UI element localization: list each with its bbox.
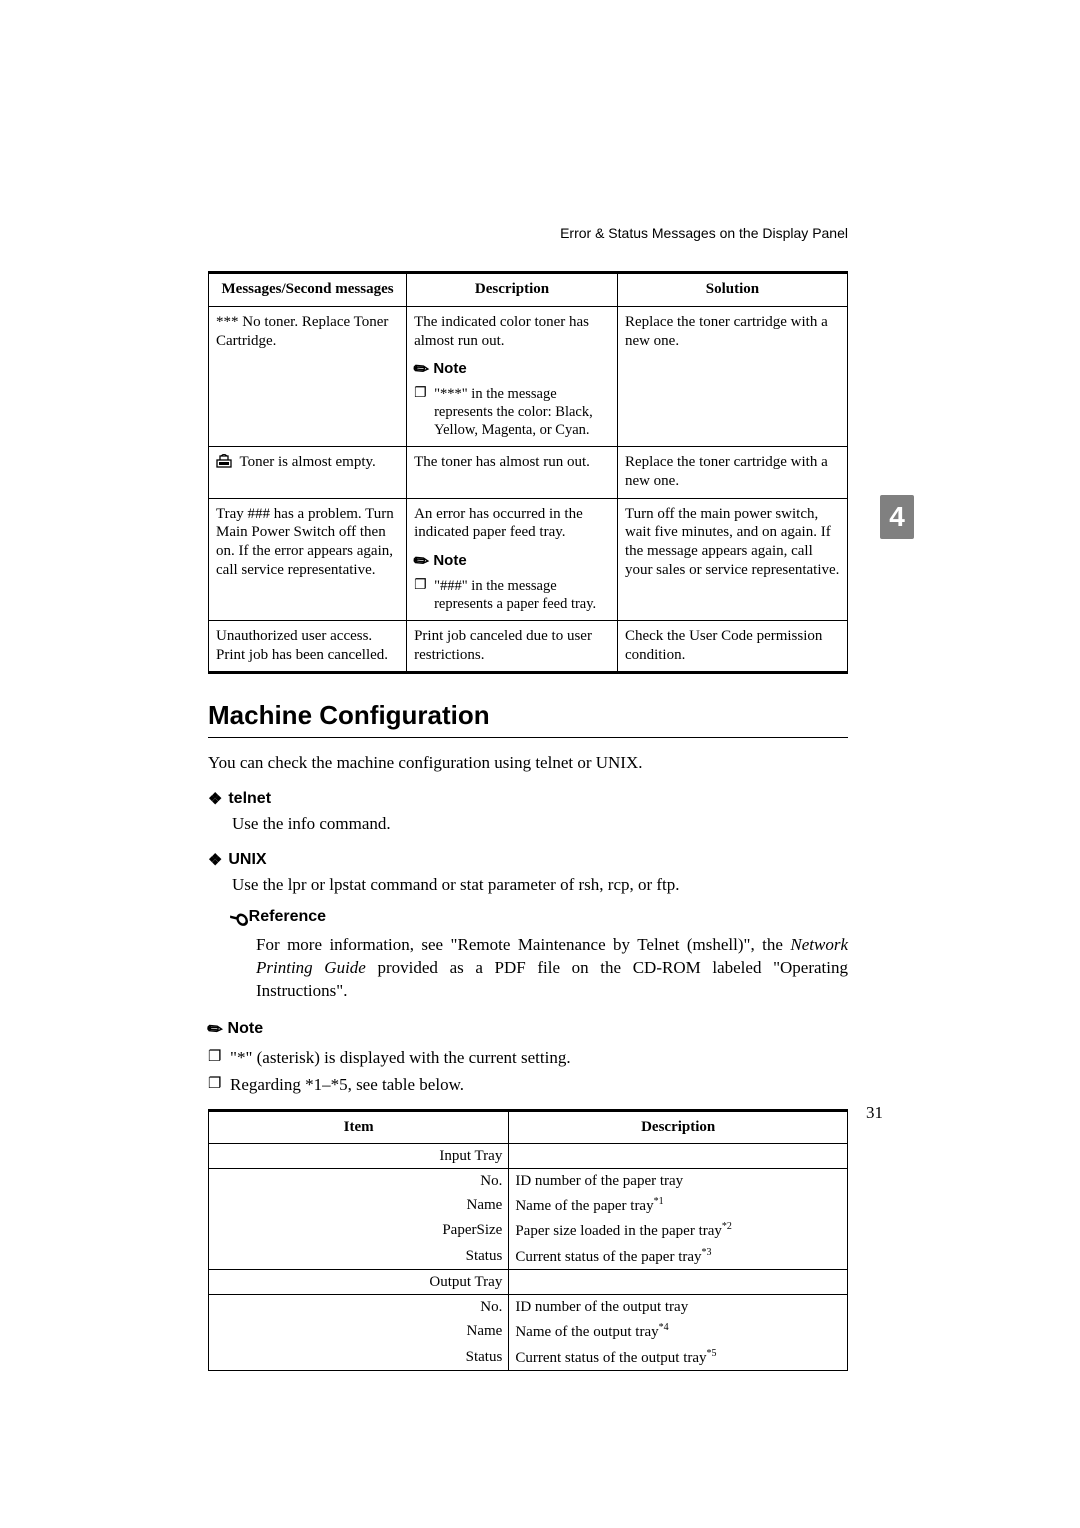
desc-cell: Name of the output tray*4 <box>509 1319 848 1344</box>
table-row: No.ID number of the paper tray <box>209 1168 848 1193</box>
sol-cell: Check the User Code permission condition… <box>617 620 847 673</box>
desc-cell: Current status of the paper tray*3 <box>509 1244 848 1270</box>
desc-cell: Print job canceled due to user restricti… <box>407 620 618 673</box>
footnote-ref: *1 <box>654 1196 664 1207</box>
th-description: Description <box>407 273 618 307</box>
note-label: Note <box>433 552 466 569</box>
reference-body: For more information, see "Remote Mainte… <box>256 934 848 1003</box>
desc-cell: Paper size loaded in the paper tray*2 <box>509 1218 848 1243</box>
pencil-icon: ✎ <box>409 356 435 383</box>
page-content: Error & Status Messages on the Display P… <box>208 225 848 1371</box>
note-block: ✎ Note "***" in the message represents t… <box>414 358 610 439</box>
table-row: PaperSizePaper size loaded in the paper … <box>209 1218 848 1243</box>
th-messages: Messages/Second messages <box>209 273 407 307</box>
ref-part1: For more information, see "Remote Mainte… <box>256 935 790 954</box>
desc-text: An error has occurred in the indicated p… <box>414 506 583 541</box>
table-row: *** No toner. Replace Toner Cartridge. T… <box>209 306 848 446</box>
telnet-title: telnet <box>228 790 271 807</box>
desc-cell: Current status of the output tray*5 <box>509 1345 848 1371</box>
desc-cell: An error has occurred in the indicated p… <box>407 498 618 620</box>
section-title: Machine Configuration <box>208 700 848 738</box>
note-bullet: Regarding *1–*5, see table below. <box>208 1073 848 1098</box>
th-item: Item <box>209 1111 509 1143</box>
item-cell: No. <box>209 1168 509 1193</box>
unix-body: Use the lpr or lpstat command or stat pa… <box>232 874 848 897</box>
footnote-ref: *5 <box>707 1348 717 1359</box>
msg-cell: Unauthorized user access. Print job has … <box>209 620 407 673</box>
note-heading: ✎ Note <box>414 358 610 381</box>
item-cell: Status <box>209 1345 509 1371</box>
group-name: Output Tray <box>209 1269 509 1294</box>
footnote-ref: *3 <box>702 1247 712 1258</box>
item-cell: Name <box>209 1193 509 1218</box>
config-table: Item Description Input TrayNo.ID number … <box>208 1109 848 1371</box>
desc-cell: The indicated color toner has almost run… <box>407 306 618 446</box>
table-row: StatusCurrent status of the paper tray*3 <box>209 1244 848 1270</box>
desc-cell: Name of the paper tray*1 <box>509 1193 848 1218</box>
group-name: Input Tray <box>209 1143 509 1168</box>
desc-cell: ID number of the output tray <box>509 1295 848 1320</box>
chapter-tab: 4 <box>880 495 914 539</box>
pencil-icon: ✎ <box>203 1017 228 1043</box>
table-row: Unauthorized user access. Print job has … <box>209 620 848 673</box>
sol-cell: Replace the toner cartridge with a new o… <box>617 306 847 446</box>
reference-heading: ⚲Reference <box>232 905 848 930</box>
item-cell: No. <box>209 1295 509 1320</box>
telnet-heading: ❖ telnet <box>208 789 848 809</box>
msg-cell: Toner is almost empty. <box>209 447 407 499</box>
note-item: "***" in the message represents the colo… <box>414 385 610 439</box>
note-title: Note <box>228 1020 264 1037</box>
magnify-icon: ⚲ <box>227 910 252 925</box>
pencil-icon: ✎ <box>409 548 435 575</box>
msg-cell: *** No toner. Replace Toner Cartridge. <box>209 306 407 446</box>
item-cell: PaperSize <box>209 1218 509 1243</box>
msg-text: Toner is almost empty. <box>239 454 375 470</box>
table-row: NameName of the output tray*4 <box>209 1319 848 1344</box>
msg-cell: Tray ### has a problem. Turn Main Power … <box>209 498 407 620</box>
table-group-header: Input Tray <box>209 1143 848 1168</box>
note-item: "###" in the message represents a paper … <box>414 577 610 613</box>
desc-cell: The toner has almost run out. <box>407 447 618 499</box>
group-desc-empty <box>509 1269 848 1294</box>
desc-cell: ID number of the paper tray <box>509 1168 848 1193</box>
th-description: Description <box>509 1111 848 1143</box>
table-row: No.ID number of the output tray <box>209 1295 848 1320</box>
toner-icon <box>216 454 232 468</box>
table-row: StatusCurrent status of the output tray*… <box>209 1345 848 1371</box>
table-group-header: Output Tray <box>209 1269 848 1294</box>
sol-cell: Replace the toner cartridge with a new o… <box>617 447 847 499</box>
page-header-right: Error & Status Messages on the Display P… <box>208 225 848 241</box>
note-bullet: "*" (asterisk) is displayed with the cur… <box>208 1046 848 1071</box>
diamond-icon: ❖ <box>208 850 222 870</box>
item-cell: Name <box>209 1319 509 1344</box>
error-messages-table: Messages/Second messages Description Sol… <box>208 271 848 674</box>
page-number: 31 <box>866 1103 883 1123</box>
sol-cell: Turn off the main power switch, wait fiv… <box>617 498 847 620</box>
table-row: NameName of the paper tray*1 <box>209 1193 848 1218</box>
footnote-ref: *4 <box>659 1322 669 1333</box>
intro-paragraph: You can check the machine configuration … <box>208 752 848 775</box>
unix-heading: ❖ UNIX <box>208 850 848 870</box>
group-desc-empty <box>509 1143 848 1168</box>
table-row: Toner is almost empty. The toner has alm… <box>209 447 848 499</box>
desc-text: The indicated color toner has almost run… <box>414 314 589 349</box>
footnote-ref: *2 <box>722 1221 732 1232</box>
reference-title: Reference <box>249 908 326 925</box>
note-block: ✎ Note "###" in the message represents a… <box>414 550 610 613</box>
note-heading: ✎ Note <box>208 1019 848 1040</box>
diamond-icon: ❖ <box>208 789 222 809</box>
telnet-body: Use the info command. <box>232 813 848 836</box>
table-row: Tray ### has a problem. Turn Main Power … <box>209 498 848 620</box>
th-solution: Solution <box>617 273 847 307</box>
item-cell: Status <box>209 1244 509 1270</box>
note-heading: ✎ Note <box>414 550 610 573</box>
note-label: Note <box>433 360 466 377</box>
unix-title: UNIX <box>228 851 266 868</box>
